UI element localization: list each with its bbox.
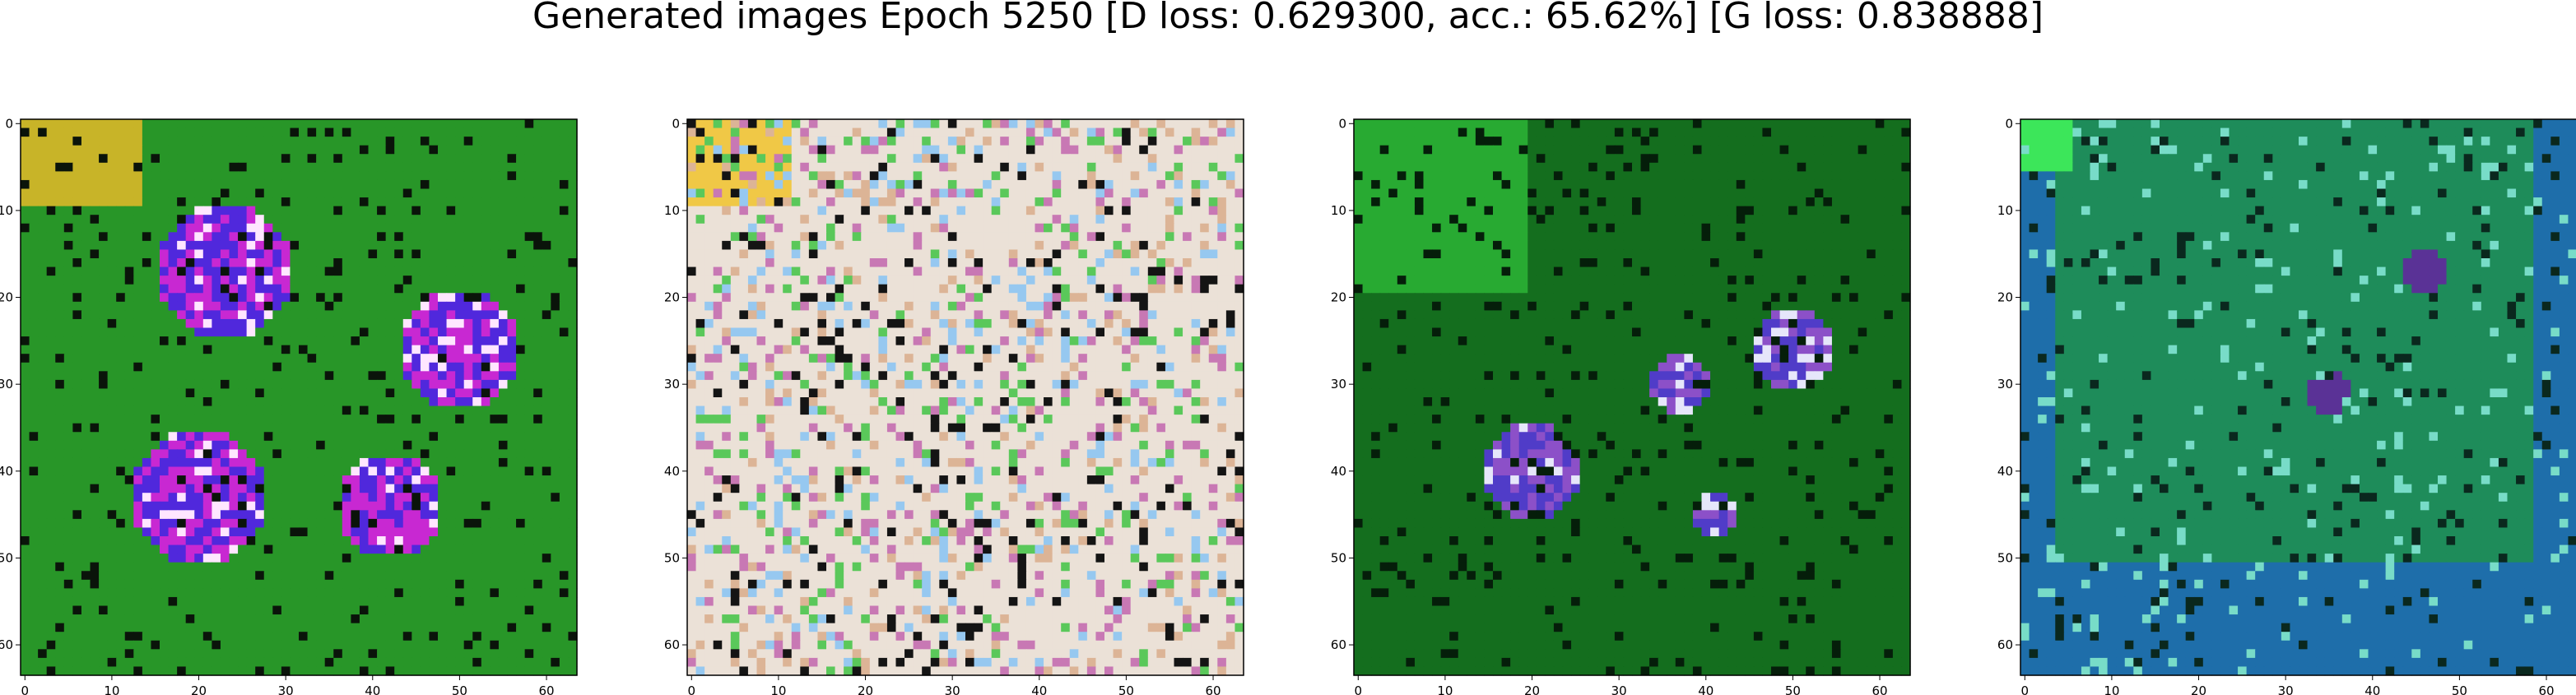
- x-tick-label: 40: [365, 683, 380, 695]
- x-tick-label: 60: [538, 683, 554, 695]
- x-tick-label: 60: [2538, 683, 2554, 695]
- image-panel-3: 0 0 10 10 20 20 30 30 40 40 50 50 60 60: [1331, 116, 1911, 695]
- x-tick-label: 30: [1611, 683, 1627, 695]
- image-plot-3: 0 0 10 10 20 20 30 30 40 40 50 50 60 60: [1331, 116, 1911, 695]
- x-tick-label: 10: [104, 683, 119, 695]
- y-tick-label: 0: [5, 116, 13, 131]
- y-tick-label: 50: [1331, 550, 1346, 565]
- x-tick-label: 40: [1698, 683, 1713, 695]
- y-tick-label: 10: [1331, 203, 1346, 218]
- x-tick-label: 50: [1785, 683, 1801, 695]
- x-tick-label: 10: [770, 683, 786, 695]
- y-tick-label: 60: [1331, 637, 1346, 652]
- x-tick-label: 20: [1524, 683, 1540, 695]
- x-tick-label: 0: [2021, 683, 2030, 695]
- x-tick-label: 20: [2191, 683, 2206, 695]
- image-panel-4: 0 0 10 10 20 20 30 30 40 40 50 50 60 60: [1997, 116, 2576, 695]
- x-tick-label: 0: [1355, 683, 1363, 695]
- y-tick-label: 0: [2005, 116, 2013, 131]
- x-tick-label: 0: [21, 683, 30, 695]
- pixel-grid: [687, 119, 1244, 676]
- x-tick-label: 50: [452, 683, 467, 695]
- y-tick-label: 20: [664, 290, 680, 305]
- y-tick-label: 20: [0, 290, 13, 305]
- axes-frame: [2020, 118, 2576, 676]
- y-tick-label: 60: [0, 637, 13, 652]
- y-tick-label: 20: [1331, 290, 1346, 305]
- x-tick-label: 0: [688, 683, 696, 695]
- y-tick-label: 40: [0, 464, 13, 479]
- image-plot-4: 0 0 10 10 20 20 30 30 40 40 50 50 60 60: [1997, 116, 2576, 695]
- pixel-grid: [2020, 119, 2576, 676]
- y-tick-label: 40: [1331, 464, 1346, 479]
- x-tick-label: 30: [945, 683, 960, 695]
- x-tick-label: 10: [1437, 683, 1453, 695]
- y-tick-label: 30: [1331, 377, 1346, 392]
- figure-title: Generated images Epoch 5250 [D loss: 0.6…: [532, 0, 2044, 37]
- image-plot-2: 0 0 10 10 20 20 30 30 40 40 50 50 60 60: [664, 116, 1244, 695]
- y-tick-label: 50: [0, 550, 13, 565]
- y-tick-label: 50: [664, 550, 680, 565]
- y-tick-label: 20: [1997, 290, 2013, 305]
- x-tick-label: 60: [1872, 683, 1887, 695]
- axes-frame: [686, 118, 1244, 676]
- x-tick-label: 20: [858, 683, 873, 695]
- pixel-grid: [21, 119, 578, 676]
- x-tick-label: 30: [2278, 683, 2294, 695]
- x-tick-label: 50: [2452, 683, 2467, 695]
- image-panel-2: 0 0 10 10 20 20 30 30 40 40 50 50 60 60: [664, 116, 1244, 695]
- x-tick-label: 40: [2364, 683, 2380, 695]
- x-tick-label: 40: [1031, 683, 1047, 695]
- image-plot-1: 0 0 10 10 20 20 30 30 40 40 50 50 60 60: [0, 116, 578, 695]
- axes-frame: [20, 118, 578, 676]
- y-tick-label: 40: [664, 464, 680, 479]
- pixel-grid: [1354, 119, 1911, 676]
- y-tick-label: 30: [664, 377, 680, 392]
- x-tick-label: 20: [191, 683, 207, 695]
- y-tick-label: 10: [664, 203, 680, 218]
- y-tick-label: 60: [1997, 637, 2013, 652]
- x-tick-label: 30: [278, 683, 294, 695]
- y-tick-label: 30: [1997, 377, 2013, 392]
- y-tick-label: 0: [672, 116, 680, 131]
- y-tick-label: 30: [0, 377, 13, 392]
- y-tick-label: 40: [1997, 464, 2013, 479]
- x-tick-label: 50: [1118, 683, 1134, 695]
- y-tick-label: 50: [1997, 550, 2013, 565]
- x-tick-label: 60: [1205, 683, 1221, 695]
- y-tick-label: 60: [664, 637, 680, 652]
- x-tick-label: 10: [2104, 683, 2119, 695]
- y-tick-label: 10: [0, 203, 13, 218]
- image-panel-1: 0 0 10 10 20 20 30 30 40 40 50 50 60 60: [0, 116, 578, 695]
- axes-frame: [1353, 118, 1911, 676]
- y-tick-label: 0: [1338, 116, 1346, 131]
- y-tick-label: 10: [1997, 203, 2013, 218]
